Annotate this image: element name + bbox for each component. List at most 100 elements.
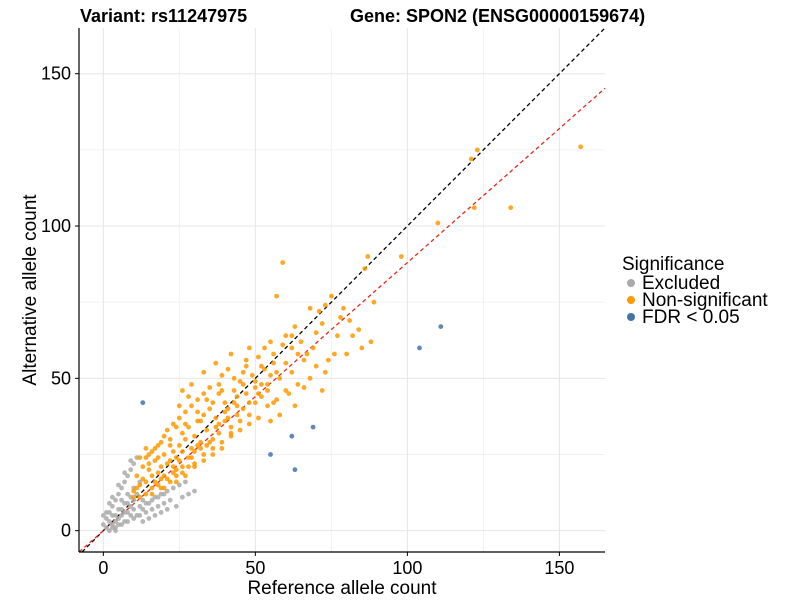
point-non-significant xyxy=(183,421,188,427)
point-non-significant xyxy=(243,363,249,369)
point-excluded xyxy=(113,528,118,534)
point-excluded xyxy=(119,485,124,491)
point-non-significant xyxy=(262,366,267,372)
point-non-significant xyxy=(173,424,179,430)
point-excluded xyxy=(100,513,106,518)
point-non-significant xyxy=(152,479,158,485)
point-excluded xyxy=(128,467,134,473)
point-non-significant xyxy=(246,345,252,351)
point-non-significant xyxy=(152,458,158,463)
point-non-significant xyxy=(228,351,234,357)
point-excluded xyxy=(116,506,121,512)
point-non-significant xyxy=(268,339,273,345)
chart-title-gene: Gene: SPON2 (ENSG00000159674) xyxy=(350,6,645,26)
point-non-significant xyxy=(198,418,204,424)
point-non-significant xyxy=(216,421,222,427)
point-excluded xyxy=(110,525,115,530)
point-excluded xyxy=(131,516,137,521)
point-non-significant xyxy=(307,305,313,311)
point-excluded xyxy=(125,510,130,515)
point-non-significant xyxy=(329,293,334,299)
point-excluded xyxy=(183,479,188,485)
point-excluded xyxy=(164,488,170,494)
point-excluded xyxy=(116,482,121,488)
point-non-significant xyxy=(252,379,258,384)
point-non-significant xyxy=(295,382,301,387)
point-excluded xyxy=(110,513,115,518)
point-fdr-0-05 xyxy=(140,400,146,406)
point-excluded xyxy=(140,519,146,524)
point-non-significant xyxy=(256,354,261,360)
reference-line-identity xyxy=(81,27,606,553)
point-non-significant xyxy=(289,369,295,375)
point-non-significant xyxy=(158,464,164,470)
point-non-significant xyxy=(256,415,261,421)
point-non-significant xyxy=(262,345,267,351)
point-non-significant xyxy=(225,406,231,412)
point-non-significant xyxy=(368,339,374,345)
y-axis-title: Alternative allele count xyxy=(20,194,41,386)
point-non-significant xyxy=(356,327,362,332)
point-non-significant xyxy=(210,452,216,457)
point-non-significant xyxy=(167,443,173,448)
point-excluded xyxy=(128,458,134,463)
point-non-significant xyxy=(198,439,204,445)
point-non-significant xyxy=(146,467,152,473)
point-non-significant xyxy=(201,412,207,418)
point-excluded xyxy=(119,497,124,503)
point-non-significant xyxy=(280,260,286,265)
x-axis-ticks: 0 50 100 150 xyxy=(98,552,574,578)
point-non-significant xyxy=(234,403,240,409)
point-non-significant xyxy=(231,400,237,406)
point-excluded xyxy=(140,506,146,512)
legend-label: Non-significant xyxy=(642,290,768,311)
legend-label: FDR < 0.05 xyxy=(642,307,740,328)
point-non-significant xyxy=(170,464,176,470)
point-excluded xyxy=(128,513,134,518)
point-non-significant xyxy=(332,351,337,357)
point-non-significant xyxy=(207,406,213,412)
point-excluded xyxy=(110,494,115,500)
point-non-significant xyxy=(578,144,584,150)
point-excluded xyxy=(107,519,112,524)
point-non-significant xyxy=(210,446,216,451)
point-non-significant xyxy=(252,385,258,390)
legend-key-non-significant xyxy=(627,296,635,304)
point-excluded xyxy=(149,497,155,503)
point-non-significant xyxy=(365,254,371,259)
point-non-significant xyxy=(283,333,289,339)
point-non-significant xyxy=(231,375,237,381)
legend: Significance ExcludedNon-significantFDR … xyxy=(622,254,768,328)
point-non-significant xyxy=(252,400,258,406)
point-non-significant xyxy=(216,382,222,387)
point-non-significant xyxy=(219,439,225,445)
legend-key-fdr-0-05 xyxy=(627,313,635,321)
point-non-significant xyxy=(344,351,349,357)
reference-line-fit xyxy=(78,87,606,553)
point-non-significant xyxy=(207,439,213,445)
point-non-significant xyxy=(146,452,152,457)
point-excluded xyxy=(113,519,118,524)
point-non-significant xyxy=(192,433,197,439)
point-non-significant xyxy=(268,372,273,378)
point-non-significant xyxy=(289,345,295,351)
point-non-significant xyxy=(319,388,325,393)
x-tick-label: 100 xyxy=(392,558,422,578)
point-non-significant xyxy=(277,375,283,381)
point-non-significant xyxy=(164,476,170,482)
point-non-significant xyxy=(228,424,234,430)
point-excluded xyxy=(143,500,149,506)
point-excluded xyxy=(131,506,137,512)
point-fdr-0-05 xyxy=(417,345,422,351)
point-fdr-0-05 xyxy=(289,433,295,439)
point-non-significant xyxy=(307,375,313,381)
point-non-significant xyxy=(161,452,167,457)
point-fdr-0-05 xyxy=(268,452,273,457)
point-non-significant xyxy=(219,388,225,393)
point-excluded xyxy=(140,497,146,503)
point-non-significant xyxy=(149,491,155,497)
point-non-significant xyxy=(468,156,474,162)
point-excluded xyxy=(116,491,121,497)
point-non-significant xyxy=(195,397,201,403)
point-excluded xyxy=(125,473,130,479)
